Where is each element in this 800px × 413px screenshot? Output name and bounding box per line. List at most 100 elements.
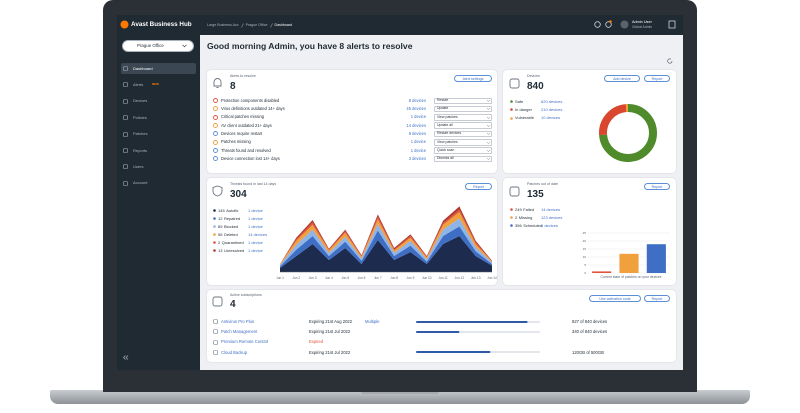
alert-devices[interactable]: 14 devices — [406, 122, 426, 128]
legend-dot — [213, 209, 216, 212]
button[interactable]: Report — [465, 183, 492, 190]
button[interactable]: Report — [644, 295, 670, 302]
nav-item[interactable]: Reports — [133, 147, 148, 153]
product-icon — [213, 339, 218, 345]
product-name[interactable]: Antivirus Pro Plus — [221, 318, 255, 324]
x-tick-label: Jun 9 — [407, 276, 415, 280]
caret — [486, 133, 491, 135]
nav-item[interactable]: Users — [133, 163, 144, 169]
legend-count: 145 — [218, 207, 225, 213]
alert-label: AV client outdated 21+ days — [221, 122, 272, 128]
legend-devices[interactable]: 1 device — [248, 223, 263, 229]
usage: 827 of 840 devices — [572, 318, 608, 324]
caret-shape — [182, 44, 187, 48]
subscriptions-icon — [212, 296, 223, 307]
action-select[interactable] — [434, 147, 492, 154]
y-tick-label: 10 — [583, 255, 587, 259]
card-title: Patches out of date — [527, 182, 558, 186]
product-name[interactable]: Patch Management — [221, 329, 258, 334]
action-select[interactable] — [434, 130, 492, 138]
y-tick-label: 0 — [584, 271, 586, 275]
alert-devices[interactable]: 8 devices — [408, 131, 426, 136]
legend-devices[interactable]: 1 device — [248, 215, 263, 221]
progress-bar — [416, 351, 540, 354]
legend-value[interactable]: 10 devices — [541, 115, 561, 121]
alert-devices[interactable]: 1 device — [410, 139, 426, 145]
alert-dot — [213, 114, 218, 120]
license-type[interactable]: Multiple — [365, 318, 380, 324]
legend-swatch — [510, 100, 513, 103]
legend-value[interactable]: 620 devices — [541, 98, 563, 104]
icon-shape — [123, 148, 128, 153]
caret-shape — [486, 124, 491, 127]
product-name[interactable]: Cloud Backup — [221, 349, 248, 355]
card-title: Alerts to resolve — [230, 74, 256, 78]
bar — [646, 244, 666, 273]
nav-icon — [123, 131, 128, 137]
legend-devices[interactable]: 1 device — [248, 247, 263, 253]
donut-chart — [599, 104, 657, 162]
icon-shape — [123, 115, 128, 120]
nav-item[interactable]: Alerts — [133, 81, 144, 87]
legend-swatch — [510, 208, 513, 211]
action-select[interactable] — [434, 114, 492, 121]
expiry: Expiring 21st Aug 2022 — [309, 318, 353, 324]
alert-dot — [213, 122, 218, 128]
nav-item[interactable]: Account — [133, 180, 148, 186]
legend-devices[interactable]: 123 devices — [541, 214, 563, 220]
alert-icon — [213, 139, 218, 145]
laptop-base — [50, 390, 750, 404]
x-tick-label: Jun 3 — [309, 276, 317, 280]
nav-item[interactable]: Patches — [133, 131, 148, 137]
site-select[interactable] — [122, 40, 194, 52]
x-tick-label: Jun 4 — [325, 276, 333, 280]
button[interactable]: Alert settings — [454, 75, 492, 82]
chevrons — [123, 355, 126, 360]
button[interactable]: Report — [644, 183, 670, 190]
icon-shape — [213, 329, 218, 335]
alert-label: Threats found and resolved — [221, 147, 271, 153]
caret-shape — [486, 116, 491, 119]
alert-devices[interactable]: 8 devices — [408, 97, 426, 103]
alert-dot — [213, 156, 218, 162]
alert-devices[interactable]: 1 device — [410, 114, 426, 120]
caret — [486, 116, 491, 119]
alert-icon — [213, 122, 218, 128]
legend-devices[interactable]: 14 devices — [248, 231, 268, 237]
icon-shape — [212, 296, 223, 307]
legend-swatch — [510, 224, 513, 227]
action-select[interactable] — [434, 105, 492, 113]
legend-devices[interactable]: 6 devices — [541, 222, 558, 228]
button[interactable]: Use activation code — [589, 295, 641, 302]
action-select[interactable] — [434, 139, 492, 146]
alert-devices[interactable]: 1 device — [410, 147, 426, 153]
action-select[interactable] — [434, 155, 492, 163]
icon-shape — [123, 164, 128, 170]
alert-devices[interactable]: 3 devices — [408, 155, 426, 161]
button[interactable]: Report — [644, 75, 670, 82]
breadcrumb[interactable]: Large Business Acc — [207, 22, 239, 27]
x-tick-label: Jun 12 — [455, 276, 465, 280]
alert-devices[interactable]: 45 devices — [406, 106, 426, 112]
legend-label: Failed — [523, 206, 535, 212]
icon-shape — [123, 66, 128, 71]
alert-label: Devices require restart — [221, 131, 263, 136]
nav-item[interactable]: Policies — [133, 114, 147, 120]
nav-item[interactable]: Dashboard — [133, 65, 153, 71]
legend-label: Quarantined — [221, 239, 244, 245]
action-label: View patches — [437, 114, 458, 119]
legend-value[interactable]: 210 devices — [541, 107, 563, 113]
breadcrumb[interactable]: Prague Office — [245, 22, 268, 27]
action-select[interactable] — [434, 97, 492, 104]
separator — [269, 23, 273, 28]
button[interactable]: Add device — [604, 75, 640, 82]
legend-devices[interactable]: 1 device — [248, 207, 263, 213]
legend-swatch — [510, 108, 513, 112]
action-select[interactable] — [434, 122, 492, 129]
alert-icon — [213, 98, 218, 103]
product-name[interactable]: Premium Remote Control — [221, 339, 269, 345]
legend-devices[interactable]: 14 devices — [541, 206, 561, 212]
nav-item[interactable]: Devices — [133, 98, 148, 104]
legend-devices[interactable]: 1 device — [248, 239, 263, 245]
